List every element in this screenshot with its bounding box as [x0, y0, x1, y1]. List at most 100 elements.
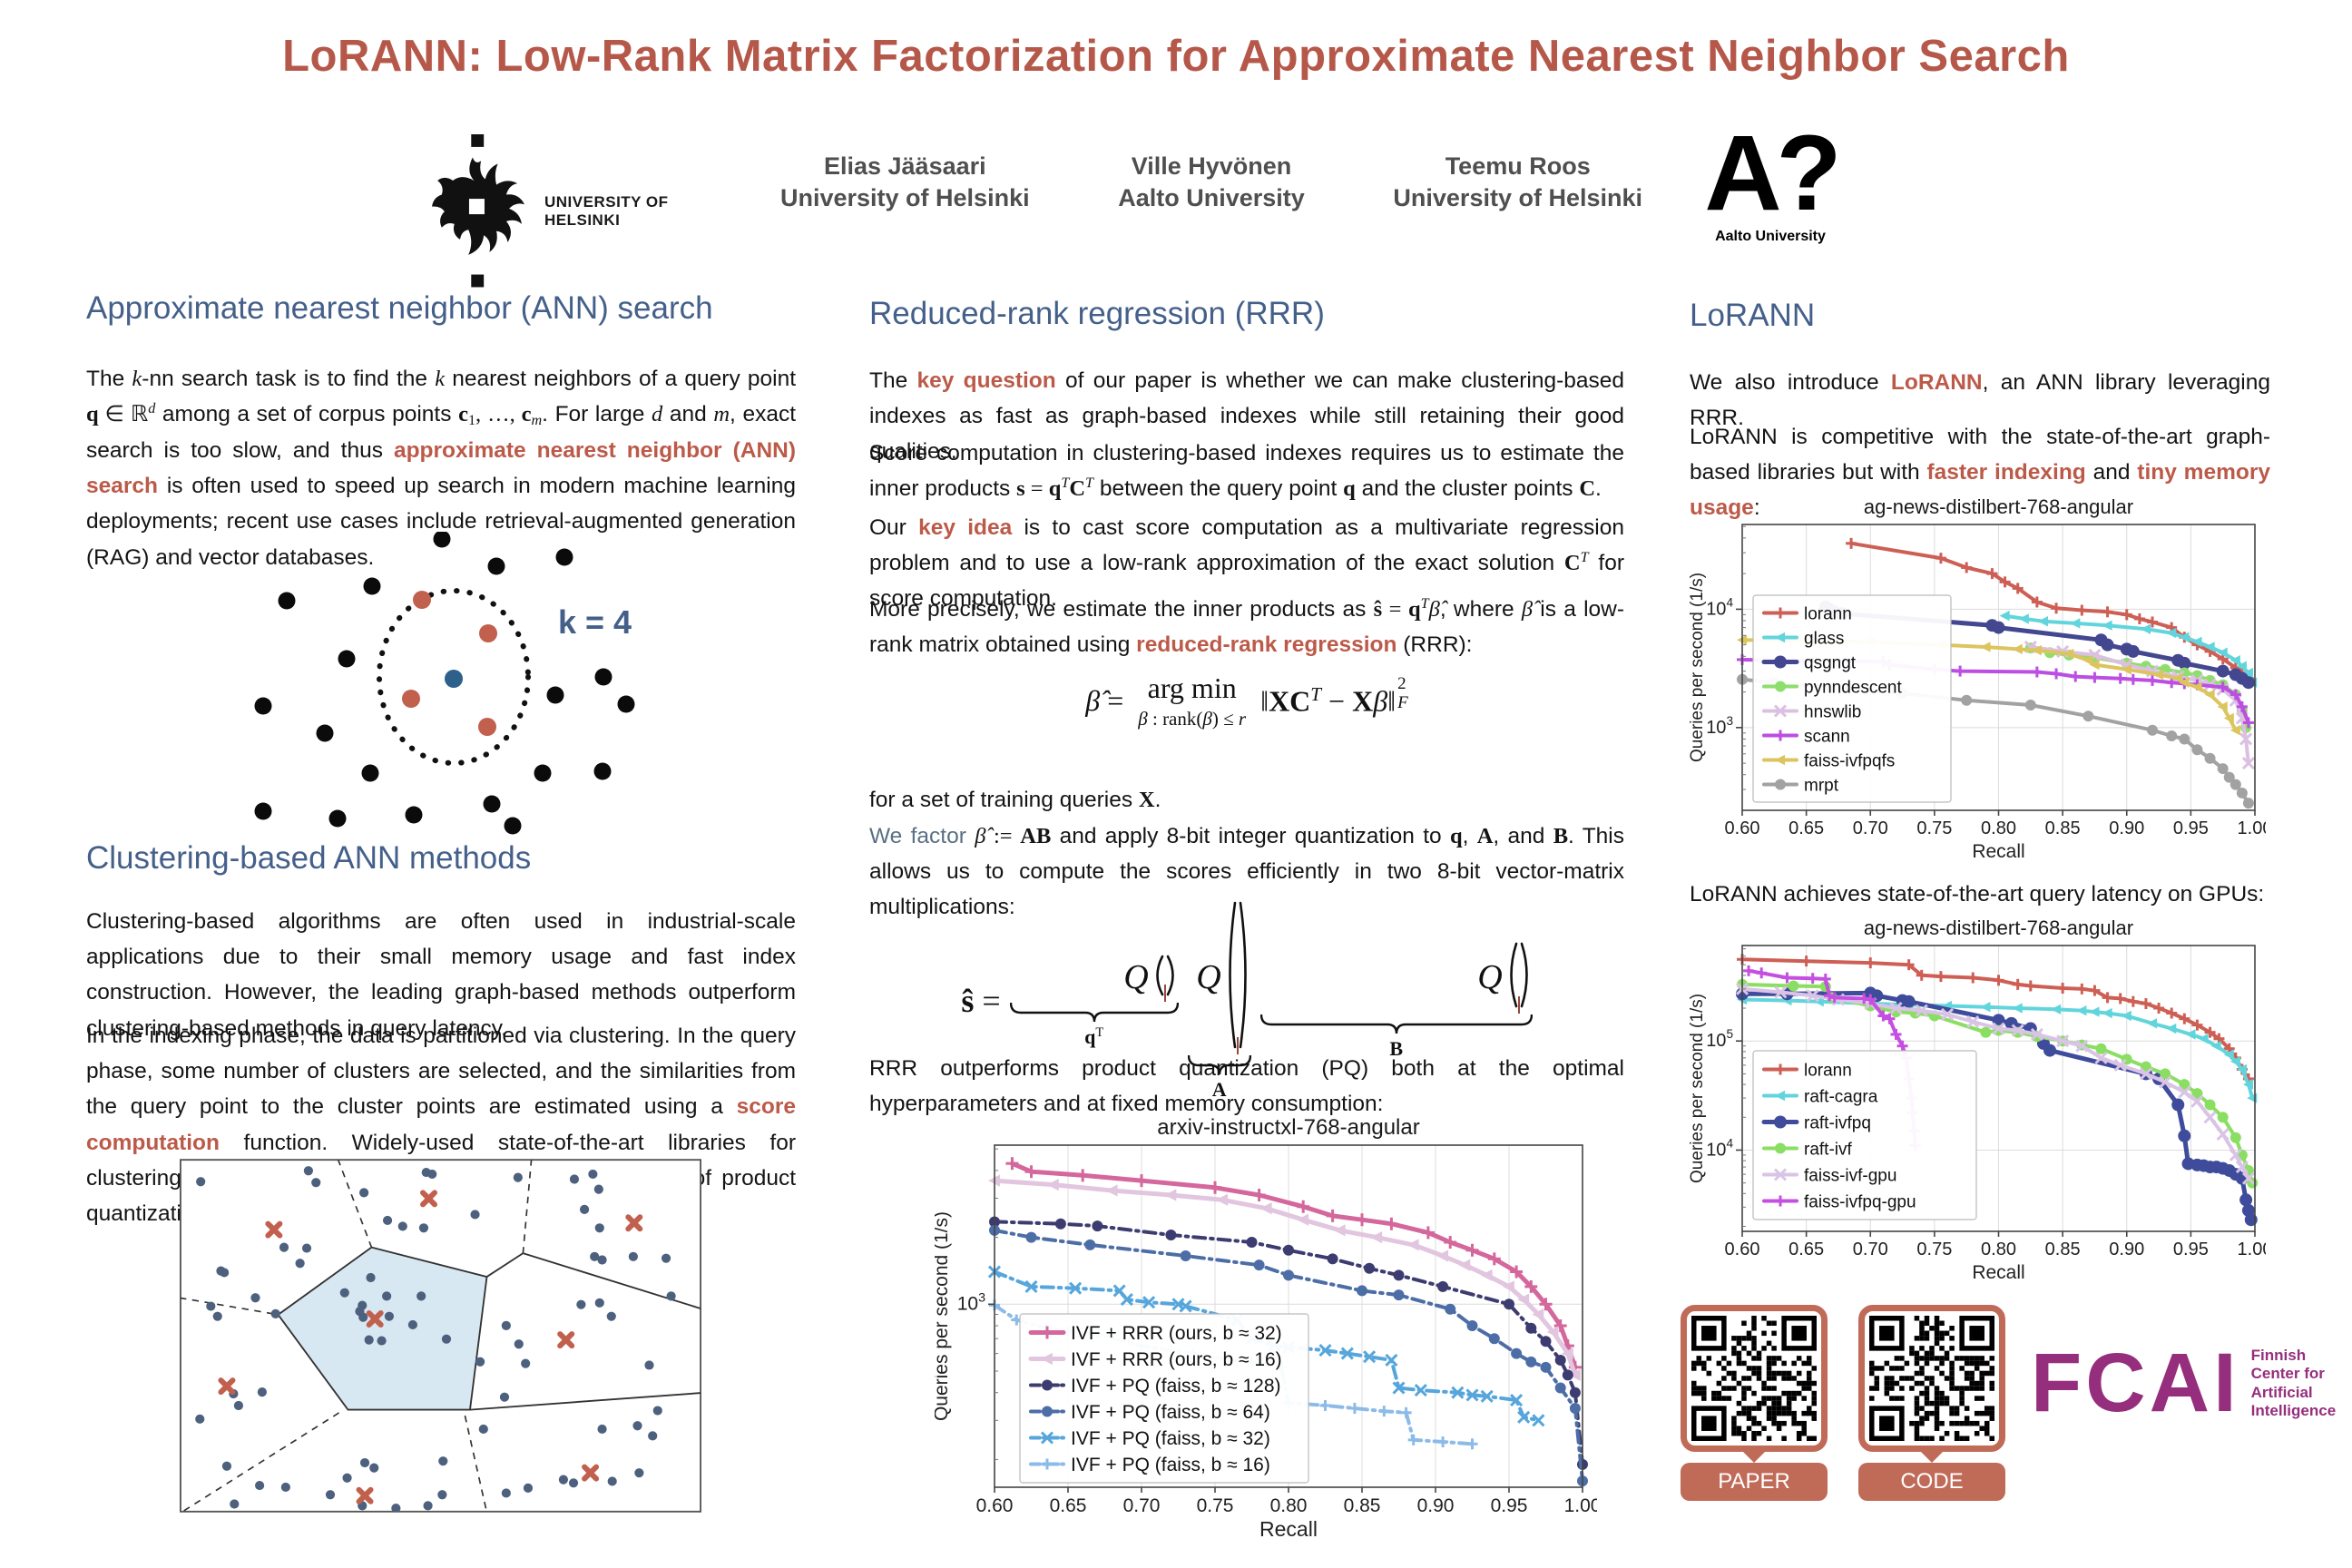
paragraph-key-question: The key question of our paper is whether…	[869, 368, 1625, 465]
qr-code-notch	[1921, 1452, 1943, 1463]
data-point	[470, 1210, 480, 1220]
data-point	[382, 1291, 392, 1301]
section-heading-rrr: Reduced-rank regression (RRR)	[869, 296, 1325, 331]
svg-text:0.65: 0.65	[1050, 1495, 1087, 1516]
university-of-helsinki-logo: UNIVERSITY OF HELSINKI	[425, 134, 735, 289]
formula-rhs: ‖XCT − Xβ‖ 2 F	[1260, 673, 1408, 718]
cluster-center-mark	[218, 1377, 236, 1396]
data-point	[514, 1339, 524, 1349]
data-point	[359, 1188, 369, 1198]
qr-paper: PAPER	[1681, 1305, 1828, 1501]
code-button[interactable]: CODE	[1858, 1463, 2005, 1501]
svg-text:104: 104	[1706, 595, 1733, 619]
svg-text:Queries per second (1/s): Queries per second (1/s)	[935, 1211, 952, 1421]
data-point	[438, 1456, 448, 1466]
svg-text:0.85: 0.85	[2045, 1240, 2081, 1259]
data-point	[499, 1392, 510, 1402]
corpus-point	[617, 695, 635, 713]
corpus-point	[405, 806, 423, 824]
chart-title: ag-news-distilbert-768-angular	[1864, 497, 2133, 518]
qr-code-code	[1858, 1305, 2005, 1452]
qr-paper-notch	[1743, 1452, 1765, 1463]
svg-text:pynndescent: pynndescent	[1804, 678, 1902, 697]
data-point	[359, 1457, 370, 1468]
figure-voronoi	[180, 1154, 701, 1522]
data-point	[568, 1478, 579, 1488]
corpus-point	[316, 724, 334, 742]
legend: lorann raft-cagra raft-ivfpq raft-ivf faiss-…	[1752, 1050, 1977, 1220]
page-title: LoRANN: Low-Rank Matrix Factorization fo…	[282, 32, 2070, 81]
svg-text:0.65: 0.65	[1788, 1240, 1824, 1259]
svg-text:mrpt: mrpt	[1804, 776, 1839, 795]
svg-text:0.85: 0.85	[1344, 1495, 1381, 1516]
data-point	[628, 1251, 638, 1261]
svg-text:IVF + RRR (ours, b ≈ 16): IVF + RRR (ours, b ≈ 16)	[1071, 1349, 1282, 1370]
author-name: Teemu Roos	[1445, 152, 1591, 180]
svg-text:0.70: 0.70	[1853, 1240, 1888, 1259]
data-point	[576, 1299, 586, 1309]
factorization-diagram: ŝ = Q qT Q A	[869, 900, 1624, 1102]
data-point	[280, 1482, 290, 1493]
data-point	[369, 1463, 379, 1473]
corpus-point	[555, 548, 573, 566]
data-point	[521, 1358, 531, 1368]
cluster-center-mark	[420, 1190, 438, 1208]
data-point	[588, 1169, 598, 1180]
corpus-point	[487, 557, 505, 575]
author-affiliation: University of Helsinki	[1393, 184, 1642, 212]
data-point	[478, 1424, 488, 1435]
svg-text:0.60: 0.60	[976, 1495, 1014, 1516]
corpus-point	[504, 817, 522, 835]
svg-text:0.70: 0.70	[1853, 818, 1888, 838]
neighbor-point	[478, 718, 496, 736]
paper-button[interactable]: PAPER	[1681, 1463, 1828, 1501]
data-point	[597, 1424, 607, 1435]
svg-text:Queries per second (1/s): Queries per second (1/s)	[1690, 573, 1707, 762]
data-point	[233, 1400, 244, 1411]
data-point	[475, 1357, 485, 1367]
svg-text:scann: scann	[1804, 727, 1850, 746]
series-IVF + PQ (faiss, b ≈ 64)	[989, 1224, 1588, 1487]
data-point	[423, 1501, 433, 1511]
data-point	[212, 1311, 222, 1321]
figure-knn: k = 4	[145, 530, 735, 845]
svg-text:glass: glass	[1804, 629, 1844, 648]
fcai-logo: FCAI Finnish Center for Artificial Intel…	[2031, 1336, 2336, 1431]
data-point	[342, 1473, 352, 1483]
b-matrix-bar	[1517, 996, 1520, 1014]
data-point	[632, 1421, 642, 1431]
paragraph-clustering-1: Clustering-based algorithms are often us…	[86, 909, 796, 1041]
formula-argmin: arg min β : rank(β) ≤ r	[1138, 671, 1247, 730]
data-point	[569, 1174, 580, 1184]
svg-text:Queries per second (1/s): Queries per second (1/s)	[1690, 994, 1707, 1183]
data-point	[579, 1204, 590, 1214]
svg-text:hnswlib: hnswlib	[1804, 702, 1861, 721]
data-point	[644, 1360, 654, 1370]
data-point	[257, 1387, 267, 1397]
helsinki-flame-icon	[432, 134, 524, 288]
series-lorann	[1846, 537, 2254, 684]
qr-paper-code	[1681, 1305, 1828, 1452]
a-matrix-bar	[1236, 1037, 1239, 1054]
corpus-point	[363, 577, 381, 595]
chart-agnews-cpu: 0.60 0.65 0.70 0.75 0.80 0.85 0.90 0.95 1.00 Reca…	[1688, 495, 2272, 869]
paragraph-more-precisely: More precisely, we estimate the inner pr…	[869, 596, 1624, 658]
data-point	[594, 1298, 604, 1308]
svg-text:raft-ivfpq: raft-ivfpq	[1804, 1113, 1871, 1132]
svg-text:Recall: Recall	[1972, 1262, 2024, 1283]
data-point	[421, 1167, 431, 1178]
data-point	[501, 1488, 511, 1498]
highlighted-cluster-cell	[277, 1246, 488, 1411]
svg-text:raft-cagra: raft-cagra	[1804, 1087, 1878, 1106]
data-point	[295, 1259, 305, 1269]
cluster-center-mark	[356, 1486, 374, 1504]
corpus-point	[254, 802, 272, 820]
svg-text:0.75: 0.75	[1916, 818, 1952, 838]
data-point	[590, 1251, 600, 1261]
svg-text:lorann: lorann	[1804, 604, 1852, 623]
svg-text:0.95: 0.95	[1491, 1495, 1528, 1516]
paragraph-training-queries: for a set of training queries X.	[869, 788, 1161, 812]
data-point	[221, 1461, 232, 1471]
